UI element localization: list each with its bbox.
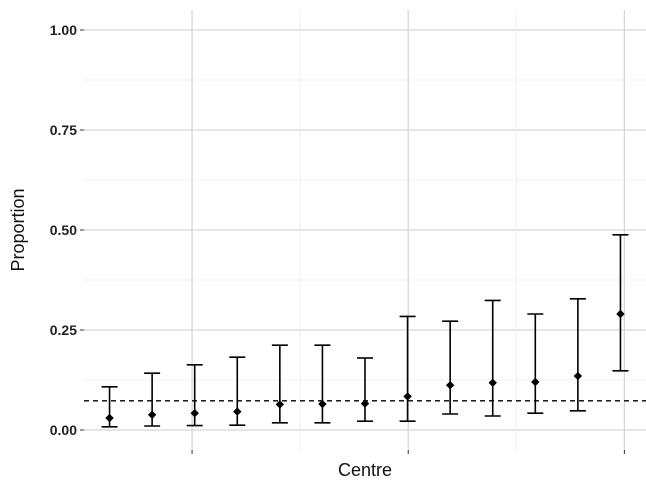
data-point-group: [442, 320, 459, 415]
data-point: [531, 377, 540, 387]
data-point: [360, 399, 370, 408]
data-point-group: [101, 385, 118, 428]
grid-major-y: [84, 29, 646, 431]
data-point-group: [484, 299, 501, 417]
y-axis-title: Proportion: [8, 188, 28, 271]
data-marks: [101, 234, 629, 428]
data-point-group: [357, 357, 373, 423]
data-point: [275, 400, 285, 409]
data-point: [105, 413, 114, 423]
y-tick-label: 1.00: [50, 22, 77, 38]
data-point: [403, 392, 412, 401]
y-axis: 0.00 0.25 0.50 0.75 1.00: [50, 22, 84, 438]
data-point: [616, 309, 625, 319]
data-point: [318, 399, 327, 409]
data-point-group: [399, 315, 416, 423]
data-point: [488, 378, 497, 387]
data-point: [147, 410, 157, 419]
data-point-group: [271, 344, 288, 424]
data-point: [190, 409, 199, 418]
data-point-group: [527, 313, 544, 415]
data-point-group: [612, 234, 629, 372]
data-point-group: [569, 297, 586, 412]
data-point-group: [314, 344, 331, 424]
y-tick-label: 0.25: [50, 322, 77, 338]
y-tick-label: 0.75: [50, 122, 77, 138]
x-axis-title: Centre: [338, 460, 392, 480]
data-point: [445, 381, 455, 390]
y-tick-label: 0.50: [50, 222, 77, 238]
data-point-group: [229, 356, 246, 427]
x-axis: [191, 450, 625, 454]
data-point: [233, 407, 242, 416]
data-point-group: [144, 372, 161, 427]
grid-x: [191, 10, 626, 450]
data-point: [573, 371, 583, 381]
y-tick-label: 0.00: [50, 422, 77, 438]
data-point-group: [186, 363, 203, 427]
